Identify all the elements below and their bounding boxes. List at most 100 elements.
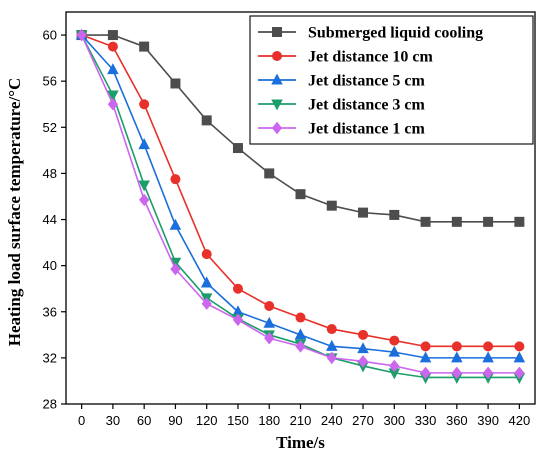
series-5 xyxy=(76,28,525,380)
data-point xyxy=(513,351,526,363)
data-point xyxy=(451,366,462,380)
data-point xyxy=(139,193,150,207)
data-point xyxy=(483,216,494,227)
y-tick-label: 28 xyxy=(43,397,57,412)
data-point xyxy=(357,342,369,354)
legend-item: Jet distance 5 cm xyxy=(258,73,426,90)
legend-marker xyxy=(271,26,282,37)
data-point xyxy=(451,216,462,227)
legend-label: Submerged liquid cooling xyxy=(308,25,483,42)
y-tick-label: 32 xyxy=(43,350,57,365)
legend-item: Jet distance 10 cm xyxy=(258,49,434,66)
data-point xyxy=(107,90,119,102)
data-point xyxy=(389,359,400,373)
data-point xyxy=(139,99,150,110)
data-point xyxy=(514,366,525,380)
data-point xyxy=(170,174,181,185)
data-point xyxy=(138,138,150,150)
data-point xyxy=(358,329,369,340)
data-point xyxy=(483,341,494,352)
x-tick-label: 420 xyxy=(509,413,531,428)
data-point xyxy=(169,218,182,230)
x-tick-label: 150 xyxy=(227,413,249,428)
data-point xyxy=(201,115,212,126)
legend-box xyxy=(249,15,534,145)
data-point xyxy=(357,355,369,368)
data-point xyxy=(420,341,431,352)
x-tick-label: 30 xyxy=(106,413,120,428)
y-tick-label: 44 xyxy=(43,212,57,227)
x-tick-label: 120 xyxy=(196,413,218,428)
data-point xyxy=(107,63,119,75)
data-point xyxy=(107,98,119,111)
legend-label: Jet distance 10 cm xyxy=(308,49,434,66)
data-point xyxy=(107,41,118,52)
data-point xyxy=(200,276,213,288)
legend-item: Submerged liquid cooling xyxy=(258,25,483,42)
data-point xyxy=(107,30,118,41)
data-point xyxy=(420,366,431,380)
data-point xyxy=(420,216,431,227)
y-tick-label: 48 xyxy=(43,166,57,181)
data-point xyxy=(201,297,212,310)
x-tick-label: 270 xyxy=(352,413,374,428)
series-1 xyxy=(76,30,525,227)
y-tick-label: 40 xyxy=(43,258,57,273)
legend-marker xyxy=(271,99,283,111)
data-point xyxy=(388,345,401,357)
series-group xyxy=(75,28,526,384)
data-point xyxy=(326,200,337,211)
data-point xyxy=(326,324,337,335)
data-point xyxy=(389,209,400,220)
data-point xyxy=(514,216,525,227)
data-point xyxy=(389,335,400,346)
data-point xyxy=(451,351,463,363)
data-point xyxy=(232,143,243,154)
x-tick-label: 180 xyxy=(258,413,280,428)
legend-marker xyxy=(271,121,283,135)
data-point xyxy=(451,341,462,352)
data-point xyxy=(138,180,150,192)
data-point xyxy=(139,41,150,52)
x-tick-label: 210 xyxy=(290,413,312,428)
data-point xyxy=(264,168,275,179)
legend-label: Jet distance 3 cm xyxy=(308,97,426,114)
data-point xyxy=(232,283,243,294)
data-point xyxy=(201,249,212,260)
data-point xyxy=(419,351,432,363)
data-point xyxy=(295,189,306,200)
data-point xyxy=(76,28,87,42)
data-point xyxy=(264,332,275,345)
y-tick-label: 52 xyxy=(43,120,57,135)
legend-item: Jet distance 3 cm xyxy=(258,97,426,114)
data-point xyxy=(295,340,306,353)
data-point xyxy=(264,300,275,311)
data-point xyxy=(326,339,338,351)
data-point xyxy=(326,351,337,365)
data-point xyxy=(514,341,525,352)
data-point xyxy=(170,262,181,276)
data-point xyxy=(232,313,244,327)
data-point xyxy=(294,328,307,340)
x-tick-label: 390 xyxy=(477,413,499,428)
legend-label: Jet distance 5 cm xyxy=(308,73,426,90)
y-tick-label: 56 xyxy=(43,74,57,89)
x-tick-label: 60 xyxy=(137,413,151,428)
data-point xyxy=(295,312,306,323)
x-tick-label: 240 xyxy=(321,413,343,428)
data-point xyxy=(482,351,494,363)
x-tick-label: 0 xyxy=(78,413,85,428)
legend-item: Jet distance 1 cm xyxy=(258,121,426,138)
y-tick-label: 36 xyxy=(43,304,57,319)
legend: Submerged liquid cooling Jet distance 10 … xyxy=(249,15,534,145)
y-axis-title: Heating load surface temperature/°C xyxy=(5,78,24,347)
y-tick-label: 60 xyxy=(43,28,57,43)
data-point xyxy=(482,366,494,380)
data-point xyxy=(170,78,181,89)
x-tick-label: 360 xyxy=(446,413,468,428)
x-tick-label: 330 xyxy=(415,413,437,428)
legend-label: Jet distance 1 cm xyxy=(308,121,426,138)
x-tick-label: 300 xyxy=(383,413,405,428)
data-point xyxy=(358,207,369,218)
